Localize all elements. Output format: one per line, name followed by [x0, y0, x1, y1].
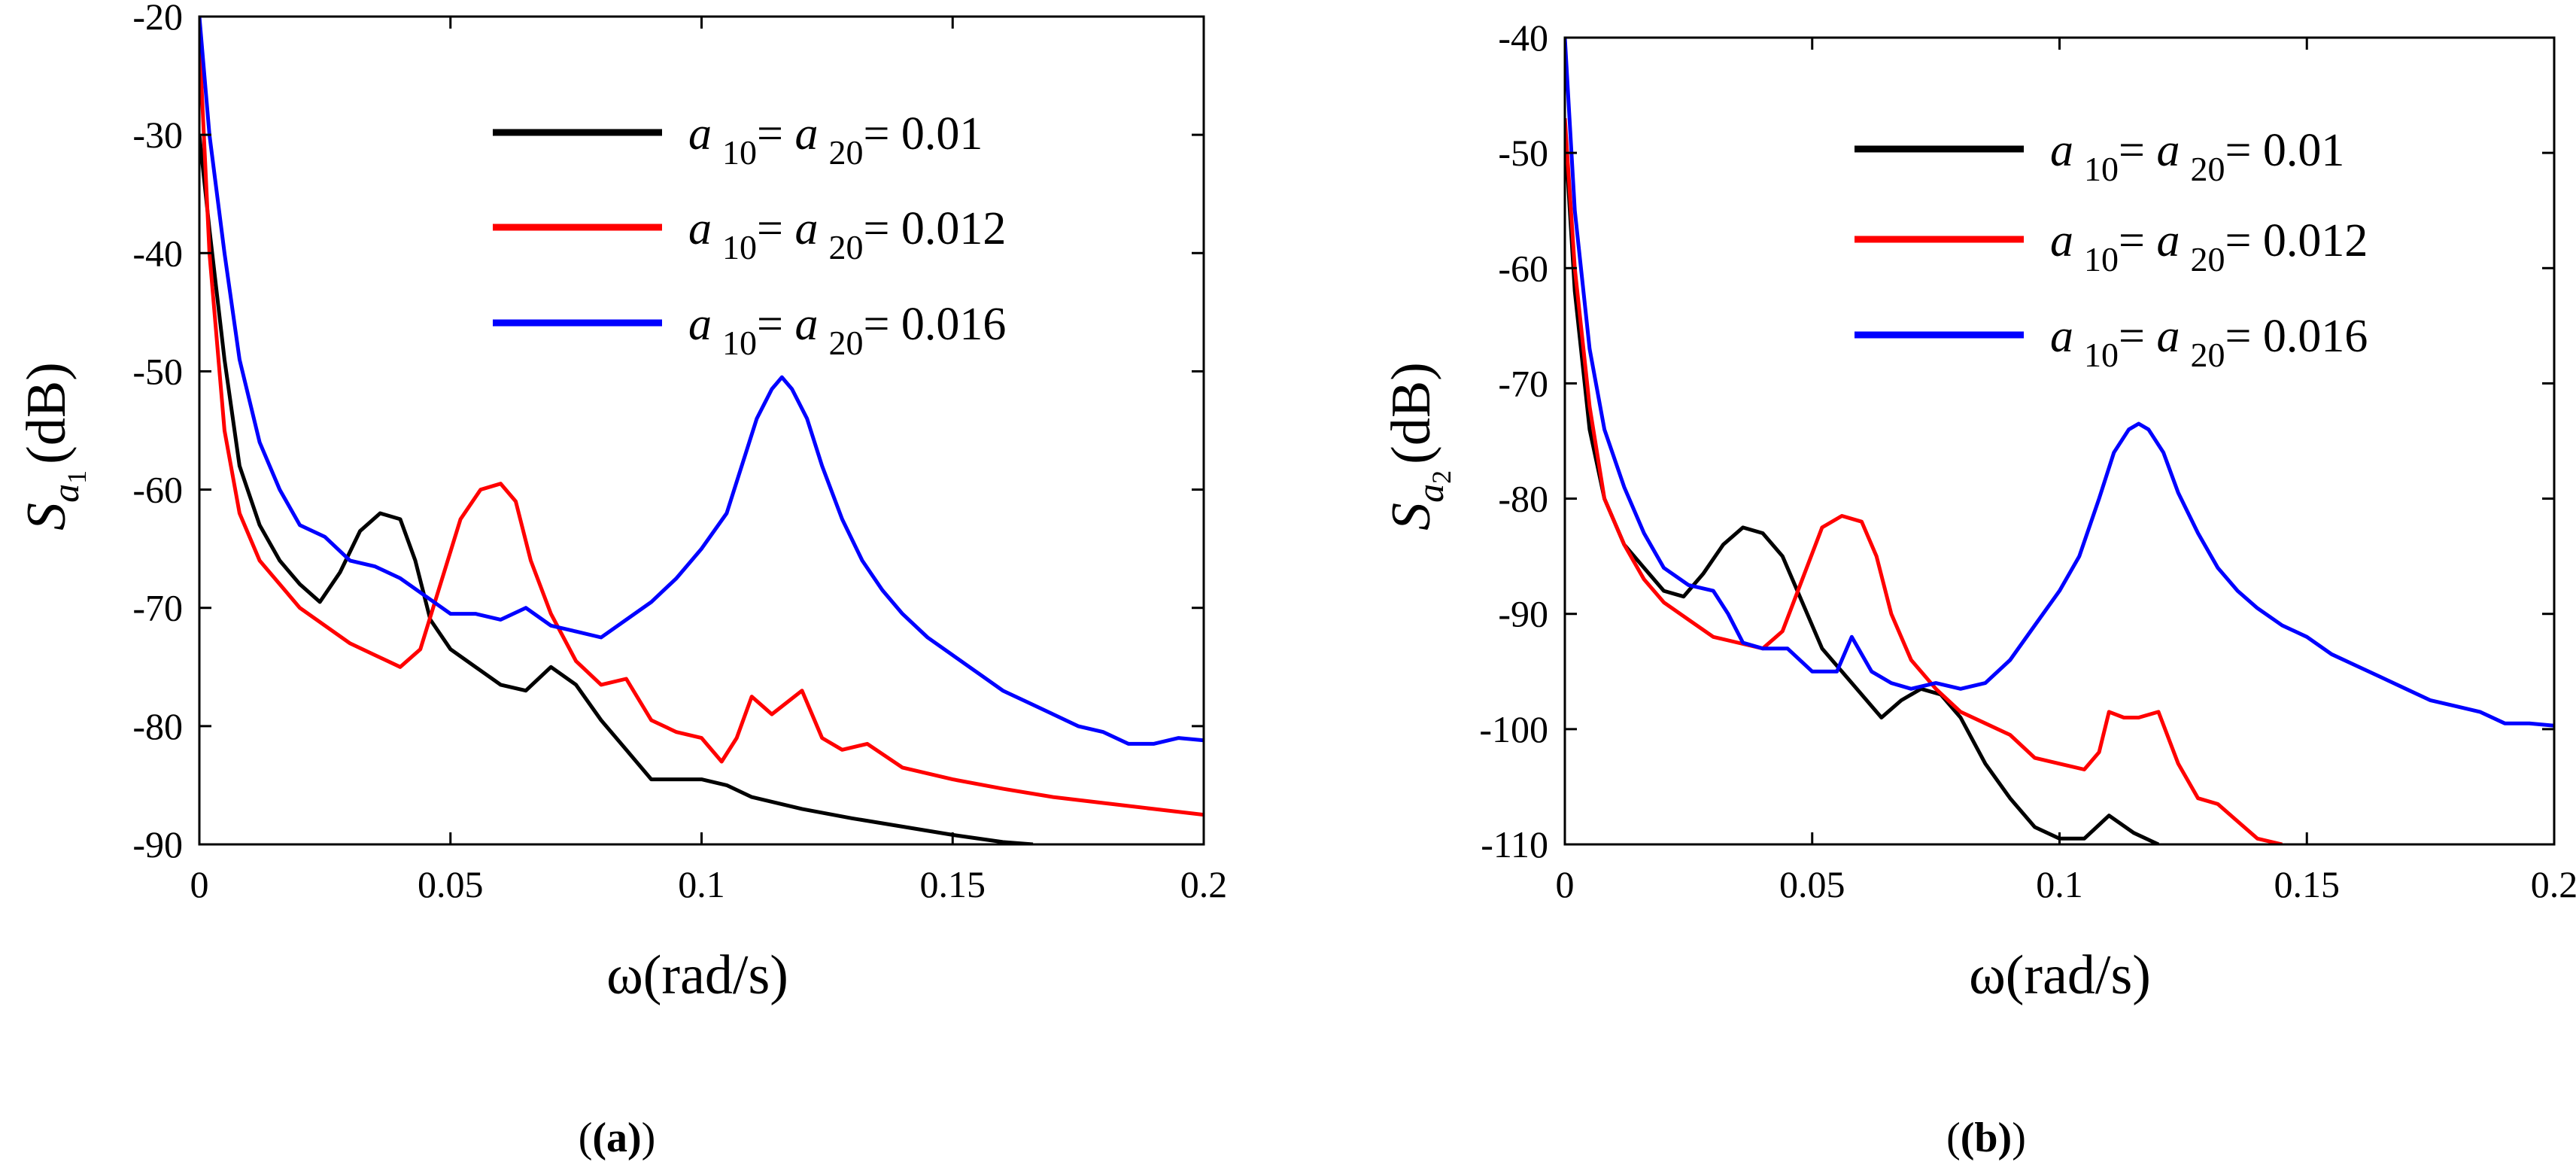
plot-area: 0 0.05 0.1 0.15 0.2 -40 -50 -60 -70 -80 -90 -100 -11… [1479, 17, 2576, 905]
y-tick-label: -80 [1498, 478, 1548, 520]
legend-label: a 10= a 20= 0.016 [688, 299, 1006, 362]
y-tick-label: -70 [132, 587, 183, 629]
legend-label: a 10= a 20= 0.012 [2050, 215, 2368, 278]
x-tick-label: 0 [190, 863, 209, 905]
x-tick-label: 0.2 [1180, 863, 1228, 905]
y-axis-label: Sa2(dB) [1381, 362, 1457, 531]
y-tick-label: -50 [1498, 132, 1548, 174]
legend-entry: a 10= a 20= 0.012 [493, 203, 1006, 266]
panel-caption: ((b)) [1946, 1115, 2026, 1161]
y-axis-label: Sa1(dB) [16, 362, 92, 531]
y-tick-label: -40 [1498, 17, 1548, 59]
x-tick-label: 0.15 [920, 863, 986, 905]
panel-a: 0 0.05 0.1 0.15 0.2-20-30-40-50-60-70-80-90 … [16, 0, 1227, 1161]
panel-caption: ((a)) [579, 1115, 656, 1161]
x-axis-label: ω(rad/s) [606, 944, 788, 1006]
x-tick-label: 0.15 [2274, 863, 2341, 905]
legend: a 10= a 20= 0.01 a 10= a 20= 0.012 a 10= a 20=… [493, 108, 1006, 362]
y-tick-label: -70 [1498, 362, 1548, 404]
y-tick-label: -50 [132, 350, 183, 392]
y-tick-label: -60 [1498, 247, 1548, 289]
y-tick-label: -100 [1479, 708, 1548, 750]
series-line [199, 17, 1204, 746]
plot-area: 0 0.05 0.1 0.15 0.2 -20 -30 -40 -50 -60 -70 -80 -90 [132, 0, 1227, 905]
legend-entry: a 10= a 20= 0.01 [1855, 125, 2344, 188]
legend-label: a 10= a 20= 0.016 [2050, 311, 2368, 374]
legend-label: a 10= a 20= 0.012 [688, 203, 1006, 266]
series-line [199, 134, 1034, 844]
legend-entry: a 10= a 20= 0.012 [1855, 215, 2368, 278]
legend: a 10= a 20= 0.01 a 10= a 20= 0.012 a 10= a 20=… [1855, 125, 2368, 374]
x-tick-label: 0.05 [418, 863, 484, 905]
x-tick-label: 0.05 [1779, 863, 1845, 905]
x-tick-label: 0.1 [678, 863, 725, 905]
legend-label: a 10= a 20= 0.01 [2050, 125, 2344, 188]
series-line [199, 40, 1204, 817]
series-line [1565, 38, 2554, 728]
y-tick-label: -60 [132, 469, 183, 511]
x-axis-label: ω(rad/s) [1969, 944, 2151, 1006]
y-tick-label: -80 [132, 705, 183, 747]
series-line [1565, 118, 2283, 844]
y-tick-label: -90 [1498, 593, 1548, 635]
y-tick-label: -90 [132, 823, 183, 865]
legend-entry: a 10= a 20= 0.016 [493, 299, 1006, 362]
x-tick-label: 0.2 [2531, 863, 2576, 905]
y-tick-label: -20 [132, 0, 183, 38]
legend-entry: a 10= a 20= 0.016 [1855, 311, 2368, 374]
panel-b: 0 0.05 0.1 0.15 0.2 -40 -50 -60 -70 -80 -90 -100 -11… [1381, 17, 2576, 1161]
x-tick-label: 0 [1556, 863, 1575, 905]
series-line [1565, 129, 2160, 844]
legend-label: a 10= a 20= 0.01 [688, 108, 983, 172]
y-tick-label: -40 [132, 232, 183, 274]
x-tick-label: 0.1 [2036, 863, 2083, 905]
y-tick-label: -30 [132, 114, 183, 156]
y-tick-label: -110 [1481, 823, 1548, 865]
legend-entry: a 10= a 20= 0.01 [493, 108, 983, 172]
